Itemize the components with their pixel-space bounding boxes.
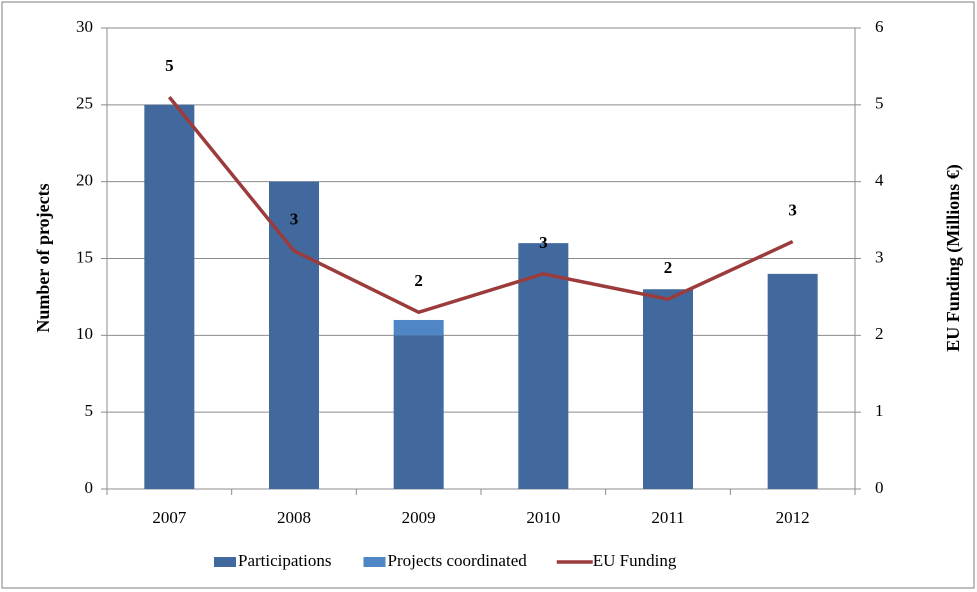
y-axis-label: Number of projects: [33, 183, 53, 332]
y2-tick-label: 6: [875, 17, 884, 36]
bar: [393, 319, 444, 336]
data-label: 3: [290, 210, 299, 229]
y2-axis-label: EU Funding (Millions €): [943, 164, 964, 352]
y-tick-label: 15: [76, 247, 93, 266]
data-label: 3: [539, 233, 548, 252]
legend-label: Projects coordinated: [387, 551, 527, 570]
y-tick-label: 25: [76, 94, 93, 113]
y2-tick-label: 3: [875, 247, 884, 266]
line-series: [167, 96, 794, 315]
bar: [767, 273, 818, 489]
data-label: 5: [165, 56, 174, 75]
x-tick-label: 2010: [526, 508, 560, 527]
x-tick-label: 2012: [776, 508, 810, 527]
x-tick-label: 2009: [402, 508, 436, 527]
y2-tick-label: 4: [875, 171, 884, 190]
y2-tick-label: 1: [875, 401, 884, 420]
x-tick-label: 2008: [277, 508, 311, 527]
y2-tick-label: 5: [875, 94, 884, 113]
legend-label: EU Funding: [593, 551, 677, 570]
legend-swatch: [214, 557, 236, 567]
data-label: 2: [414, 271, 423, 290]
data-label: 3: [788, 201, 797, 220]
legend-label: Participations: [238, 551, 331, 570]
x-tick-label: 2011: [651, 508, 684, 527]
y-tick-label: 20: [76, 171, 93, 190]
y2-tick-label: 0: [875, 478, 884, 497]
y-tick-label: 10: [76, 324, 93, 343]
data-label: 2: [664, 258, 673, 277]
bar: [643, 289, 693, 489]
x-tick-label: 2007: [152, 508, 187, 527]
bar: [518, 243, 569, 489]
bar: [144, 104, 195, 489]
y-tick-label: 5: [85, 401, 94, 420]
bar: [393, 335, 444, 489]
legend-swatch: [363, 557, 386, 567]
y-tick-label: 0: [85, 478, 94, 497]
y-tick-label: 30: [76, 17, 93, 36]
y2-tick-label: 2: [875, 324, 884, 343]
